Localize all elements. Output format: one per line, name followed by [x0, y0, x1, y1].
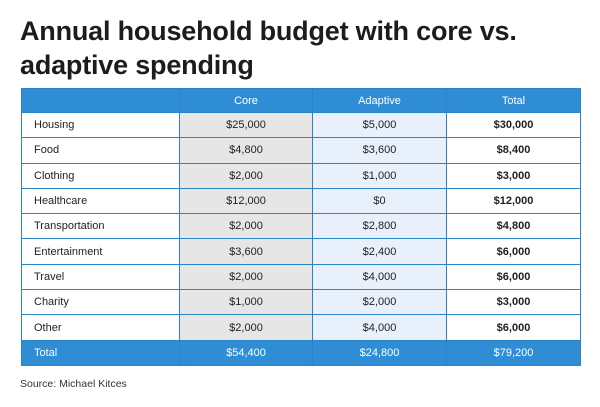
- table-row: Charity $1,000 $2,000 $3,000: [21, 289, 581, 316]
- total-value: $6,000: [446, 238, 581, 265]
- adaptive-value: $2,000: [312, 289, 447, 316]
- table-row: Entertainment $3,600 $2,400 $6,000: [21, 238, 581, 265]
- adaptive-value: $1,000: [312, 162, 447, 189]
- adaptive-value: $0: [312, 187, 447, 215]
- header-core: Core: [179, 88, 313, 113]
- table-row: Clothing $2,000 $1,000 $3,000: [21, 162, 581, 189]
- total-value: $3,000: [446, 162, 581, 189]
- header-total: Total: [446, 88, 581, 113]
- core-value: $2,000: [179, 162, 313, 189]
- header-category: [21, 88, 180, 113]
- core-value: $2,000: [179, 263, 313, 291]
- chart-title: Annual household budget with core vs. ad…: [20, 16, 517, 80]
- total-value: $30,000: [446, 111, 581, 139]
- core-value: $2,000: [179, 314, 313, 341]
- row-category: Healthcare: [21, 187, 180, 215]
- table-row: Food $4,800 $3,600 $8,400: [21, 137, 581, 164]
- table-header-row: Core Adaptive Total: [21, 88, 581, 113]
- table-row: Transportation $2,000 $2,800 $4,800: [21, 213, 581, 240]
- row-category: Housing: [21, 111, 180, 139]
- row-category: Transportation: [21, 213, 180, 240]
- adaptive-value: $3,600: [312, 137, 447, 164]
- row-category: Travel: [21, 263, 180, 291]
- total-row-label: Total: [21, 339, 180, 366]
- table-row: Housing $25,000 $5,000 $30,000: [21, 111, 581, 139]
- adaptive-value: $2,800: [312, 213, 447, 240]
- row-category: Food: [21, 137, 180, 164]
- total-core-value: $54,400: [179, 339, 313, 366]
- total-value: $3,000: [446, 289, 581, 316]
- total-value: $6,000: [446, 263, 581, 291]
- core-value: $4,800: [179, 137, 313, 164]
- core-value: $12,000: [179, 187, 313, 215]
- core-value: $1,000: [179, 289, 313, 316]
- budget-table: Core Adaptive Total Housing $25,000 $5,0…: [21, 88, 581, 366]
- source-note: Source: Michael Kitces: [20, 378, 127, 390]
- grand-total-value: $79,200: [446, 339, 581, 366]
- adaptive-value: $4,000: [312, 314, 447, 341]
- adaptive-value: $5,000: [312, 111, 447, 139]
- table-row: Travel $2,000 $4,000 $6,000: [21, 263, 581, 291]
- row-category: Charity: [21, 289, 180, 316]
- total-row: Total $54,400 $24,800 $79,200: [21, 339, 581, 366]
- row-category: Other: [21, 314, 180, 341]
- core-value: $3,600: [179, 238, 313, 265]
- total-value: $8,400: [446, 137, 581, 164]
- total-value: $12,000: [446, 187, 581, 215]
- table-row: Healthcare $12,000 $0 $12,000: [21, 187, 581, 215]
- core-value: $2,000: [179, 213, 313, 240]
- header-adaptive: Adaptive: [312, 88, 447, 113]
- row-category: Entertainment: [21, 238, 180, 265]
- adaptive-value: $4,000: [312, 263, 447, 291]
- table-row: Other $2,000 $4,000 $6,000: [21, 314, 581, 341]
- total-value: $6,000: [446, 314, 581, 341]
- row-category: Clothing: [21, 162, 180, 189]
- total-adaptive-value: $24,800: [312, 339, 447, 366]
- adaptive-value: $2,400: [312, 238, 447, 265]
- core-value: $25,000: [179, 111, 313, 139]
- total-value: $4,800: [446, 213, 581, 240]
